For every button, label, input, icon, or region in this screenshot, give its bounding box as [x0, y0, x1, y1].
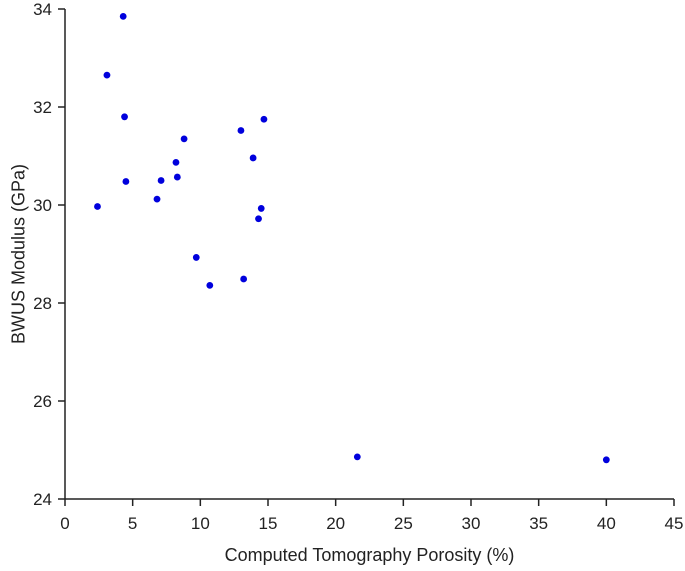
- axes: [64, 9, 674, 500]
- x-tick-label: 45: [665, 514, 684, 533]
- data-point: [103, 71, 111, 79]
- y-axis-title: BWUS Modulus (GPa): [8, 164, 28, 344]
- y-tick-label: 28: [33, 294, 52, 313]
- x-tick-label: 25: [394, 514, 413, 533]
- x-tick-label: 0: [60, 514, 69, 533]
- data-point: [192, 254, 200, 261]
- y-tick-label: 34: [33, 0, 52, 19]
- data-point: [121, 113, 128, 121]
- data-point: [257, 205, 265, 212]
- y-tick-label: 32: [33, 98, 52, 117]
- x-tick-label: 15: [259, 514, 278, 533]
- data-point: [353, 453, 361, 461]
- x-tick-label: 40: [597, 514, 616, 533]
- data-point: [240, 275, 248, 283]
- data-point: [157, 177, 165, 184]
- data-point: [237, 127, 245, 134]
- data-point: [94, 203, 101, 210]
- data-point: [119, 12, 127, 20]
- data-point: [255, 215, 262, 223]
- x-ticks: 0 5 10 15 20 25 30 35 40 45: [60, 499, 683, 533]
- data-point: [260, 115, 268, 123]
- x-axis-title: Computed Tomography Porosity (%): [225, 545, 515, 565]
- data-point: [602, 456, 610, 464]
- data-point: [249, 154, 257, 162]
- x-tick-label: 30: [462, 514, 481, 533]
- x-tick-label: 10: [191, 514, 210, 533]
- y-ticks: 24 26 28 30 32 34: [33, 0, 65, 509]
- x-tick-label: 20: [326, 514, 345, 533]
- y-tick-label: 30: [33, 196, 52, 215]
- x-tick-label: 35: [529, 514, 548, 533]
- data-points: [94, 12, 610, 464]
- data-point: [180, 135, 188, 143]
- data-point: [173, 173, 181, 181]
- data-point: [153, 195, 161, 203]
- y-tick-label: 24: [33, 490, 52, 509]
- y-tick-label: 26: [33, 392, 52, 411]
- data-point: [122, 178, 130, 185]
- data-point: [206, 281, 214, 289]
- data-point: [172, 158, 180, 166]
- x-tick-label: 5: [128, 514, 137, 533]
